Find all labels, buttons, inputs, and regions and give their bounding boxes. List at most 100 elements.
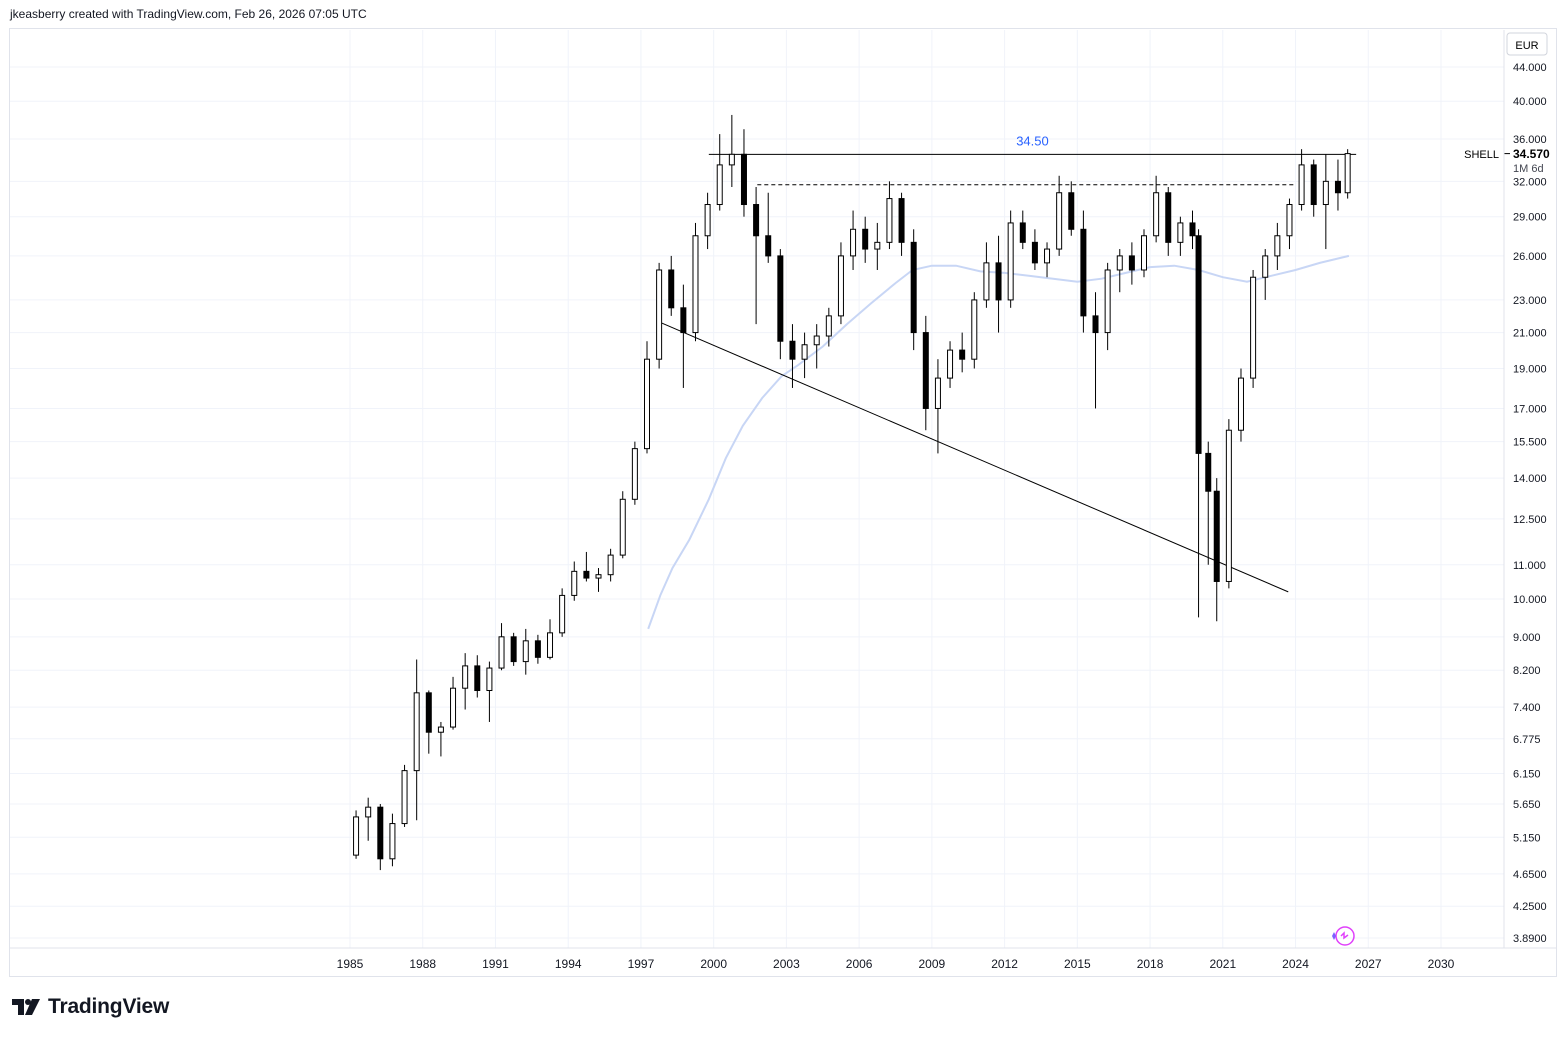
candle-down: [898, 198, 905, 243]
x-tick-label: 1985: [337, 957, 364, 971]
currency-label: EUR: [1515, 40, 1538, 52]
candle-down: [510, 636, 517, 663]
time-axis: 1985 1988 1991 1994 1997 2000 2003 2006 2009 2012…: [337, 957, 1455, 971]
y-tick-label: 29.000: [1513, 212, 1547, 224]
attribution-header: jkeasberry created with TradingView.com,…: [10, 7, 367, 21]
x-tick-label: 1991: [482, 957, 509, 971]
moving-average-line: [647, 254, 1350, 630]
candle-up: [850, 228, 857, 257]
candle-down: [1213, 490, 1220, 582]
candle-up: [1286, 204, 1293, 237]
x-tick-label: 2003: [773, 957, 800, 971]
y-tick-label: 17.000: [1513, 403, 1547, 415]
candle-up: [353, 816, 360, 856]
candle-up: [1116, 255, 1123, 271]
candle-up: [571, 570, 578, 596]
candle-up: [947, 349, 954, 379]
candle-down: [922, 332, 929, 409]
candle-up: [413, 692, 420, 772]
tradingview-logo-icon: [12, 999, 40, 1015]
candle-down: [995, 262, 1002, 301]
candle-down: [377, 806, 384, 860]
candle-down: [1195, 235, 1202, 454]
candle-up: [1322, 180, 1329, 206]
y-tick-label: 21.000: [1513, 328, 1547, 340]
y-tick-label: 44.000: [1513, 62, 1547, 74]
candle-up: [886, 198, 893, 243]
candle-up: [450, 687, 457, 728]
candle-down: [1128, 255, 1135, 271]
x-tick-label: 2015: [1064, 957, 1091, 971]
candle-down: [1031, 241, 1038, 264]
candle-up: [1262, 255, 1269, 278]
candle-up: [643, 358, 650, 450]
candle-down: [862, 228, 869, 250]
candle-up: [971, 299, 978, 360]
chart-frame: [9, 28, 1557, 977]
candle-up: [522, 640, 529, 663]
currency-button[interactable]: [1506, 32, 1548, 56]
candle-up: [595, 574, 602, 579]
trendline[interactable]: [660, 322, 1289, 593]
x-tick-label: 2006: [846, 957, 873, 971]
y-tick-label: 6.150: [1513, 769, 1541, 781]
candle-up: [934, 377, 941, 409]
candle-down: [668, 269, 675, 309]
candle-up: [983, 262, 990, 301]
y-tick-label: 8.200: [1513, 665, 1541, 677]
candle-up: [547, 632, 554, 658]
candle-down: [1165, 192, 1172, 243]
candle-up: [874, 241, 881, 250]
candle-up: [825, 315, 832, 337]
y-tick-label: 7.400: [1513, 702, 1541, 714]
y-tick-label: 40.000: [1513, 96, 1547, 108]
candles: [353, 114, 1351, 871]
y-tick-label: 14.000: [1513, 473, 1547, 485]
x-tick-label: 2000: [700, 957, 727, 971]
y-tick-label: 12.500: [1513, 514, 1547, 526]
x-tick-label: 2027: [1355, 957, 1382, 971]
candle-down: [1334, 180, 1341, 194]
candle-up: [559, 594, 566, 634]
candle-up: [1177, 222, 1184, 243]
y-tick-label: 5.650: [1513, 799, 1541, 811]
y-tick-label: 10.000: [1513, 594, 1547, 606]
candle-up: [704, 204, 711, 237]
candle-up: [1153, 192, 1160, 237]
y-tick-label: 23.000: [1513, 295, 1547, 307]
x-tick-label: 1988: [409, 957, 436, 971]
candle-down: [1019, 222, 1026, 243]
y-tick-label: 4.2500: [1513, 901, 1547, 913]
candle-up: [1298, 164, 1305, 206]
tradingview-logo: TradingView: [12, 995, 169, 1019]
price-axis: 44.000 40.000 36.000 32.000 29.000 26.000 23.0…: [1504, 62, 1547, 945]
candle-up: [1225, 429, 1232, 582]
candle-up: [1237, 377, 1244, 431]
candle-down: [777, 255, 784, 342]
candle-down: [474, 665, 481, 692]
candle-up: [728, 153, 735, 166]
y-tick-label: 3.8900: [1513, 933, 1547, 945]
candle-down: [1092, 315, 1099, 334]
candle-down: [765, 235, 772, 257]
candle-up: [1274, 235, 1281, 257]
candle-up: [607, 554, 614, 576]
moving-average: [647, 254, 1350, 630]
ai-sparkle-icon[interactable]: [1332, 926, 1355, 946]
candle-up: [462, 665, 469, 689]
candle-up: [1056, 192, 1063, 250]
candle-down: [1068, 192, 1075, 230]
candle-up: [837, 255, 844, 317]
candle-up: [389, 823, 396, 860]
x-tick-label: 2018: [1137, 957, 1164, 971]
bar-countdown-label: 1M 6d: [1513, 163, 1544, 175]
candle-down: [1080, 228, 1087, 317]
resistance-line-label: 34.50: [1016, 133, 1049, 148]
candle-up: [1250, 276, 1257, 379]
y-tick-label: 4.6500: [1513, 869, 1547, 881]
candle-down: [740, 153, 747, 206]
candle-up: [692, 235, 699, 334]
grid-lines: [10, 30, 1504, 948]
candle-down: [789, 340, 796, 360]
